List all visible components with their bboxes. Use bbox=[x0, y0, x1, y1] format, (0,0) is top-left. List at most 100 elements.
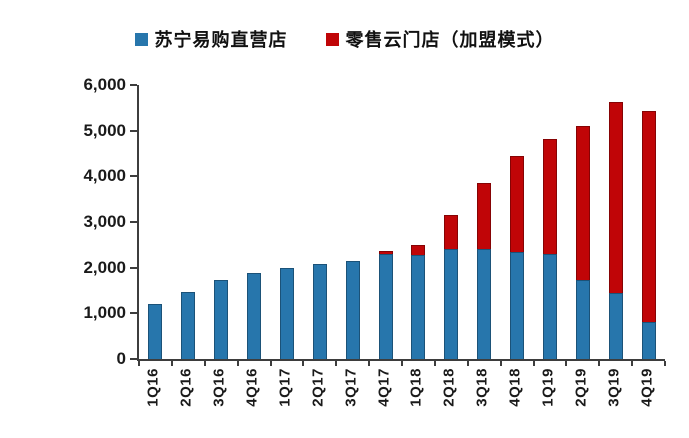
y-axis-tick-label: 2,000 bbox=[83, 257, 126, 277]
x-axis-tick-label-text: 3Q17 bbox=[342, 368, 360, 407]
y-axis-tick bbox=[130, 358, 137, 360]
x-axis-tick-label-2Q19: 2Q19 bbox=[572, 368, 589, 407]
bar-segment-direct-store-1Q18 bbox=[411, 255, 426, 359]
chart-legend: 苏宁易购直营店 零售云门店（加盟模式） bbox=[0, 26, 689, 52]
plot-area bbox=[130, 84, 666, 366]
y-axis-tick-label: 4,000 bbox=[83, 166, 126, 186]
y-axis-tick bbox=[130, 221, 137, 223]
bar-segment-direct-store-2Q16 bbox=[181, 291, 196, 359]
x-axis-tick-label-4Q19: 4Q19 bbox=[638, 368, 655, 407]
y-axis-tick-label: 6,000 bbox=[83, 75, 126, 94]
bar-segment-retail-cloud-1Q18 bbox=[411, 244, 426, 256]
x-axis-tick-label-text: 1Q19 bbox=[539, 368, 557, 407]
bar-segment-direct-store-3Q16 bbox=[214, 280, 229, 359]
x-axis-tick-label-2Q17: 2Q17 bbox=[309, 368, 326, 407]
x-axis-tick bbox=[138, 361, 140, 366]
bar-1Q17 bbox=[279, 268, 294, 359]
x-axis-tick-label-text: 1Q17 bbox=[276, 368, 294, 407]
bar-segment-direct-store-1Q17 bbox=[279, 268, 294, 359]
bar-1Q16 bbox=[148, 304, 163, 359]
x-axis-tick bbox=[302, 361, 305, 366]
x-axis-tick-label-text: 4Q17 bbox=[375, 368, 393, 407]
bar-segment-retail-cloud-4Q18 bbox=[510, 155, 525, 253]
x-axis-tick-label-text: 1Q18 bbox=[407, 368, 425, 407]
bar-segment-direct-store-1Q19 bbox=[542, 253, 557, 359]
bar-segment-direct-store-4Q19 bbox=[641, 321, 656, 359]
bar-segment-direct-store-4Q18 bbox=[510, 252, 525, 359]
x-axis-tick-label-4Q17: 4Q17 bbox=[375, 368, 392, 407]
x-axis-tick-label-4Q18: 4Q18 bbox=[507, 368, 524, 407]
x-axis-tick bbox=[631, 361, 634, 366]
bar-segment-retail-cloud-3Q19 bbox=[608, 102, 623, 294]
x-axis-tick bbox=[532, 361, 535, 366]
bar-2Q17 bbox=[312, 263, 327, 359]
bar-segment-retail-cloud-4Q19 bbox=[641, 111, 656, 322]
x-axis-tick-label-text: 2Q16 bbox=[177, 368, 195, 407]
bar-1Q19 bbox=[542, 138, 557, 359]
legend-item-1: 零售云门店（加盟模式） bbox=[325, 26, 555, 52]
x-axis-tick-label-3Q19: 3Q19 bbox=[605, 368, 622, 407]
x-axis-tick bbox=[269, 361, 272, 366]
x-axis-tick bbox=[433, 361, 436, 366]
y-axis-tick bbox=[130, 129, 137, 132]
x-axis-tick-label-text: 3Q16 bbox=[210, 368, 228, 407]
bar-4Q17 bbox=[378, 251, 393, 359]
x-axis-tick-label-text: 2Q18 bbox=[440, 368, 458, 407]
bar-segment-direct-store-3Q19 bbox=[608, 293, 623, 359]
bar-segment-retail-cloud-1Q19 bbox=[542, 138, 557, 254]
bar-2Q19 bbox=[575, 125, 590, 359]
x-axis-tick-label-1Q19: 1Q19 bbox=[539, 368, 556, 407]
bar-4Q16 bbox=[247, 272, 262, 359]
x-axis-tick-label-2Q16: 2Q16 bbox=[178, 368, 195, 407]
x-axis-tick-label-text: 3Q19 bbox=[605, 368, 623, 407]
legend-item-0: 苏宁易购直营店 bbox=[134, 26, 288, 52]
x-axis-tick-label-text: 3Q18 bbox=[473, 368, 491, 407]
y-axis-tick bbox=[130, 175, 137, 178]
bar-segment-direct-store-2Q18 bbox=[444, 249, 459, 359]
x-axis-tick bbox=[499, 361, 502, 366]
y-axis-tick bbox=[130, 84, 137, 86]
bar-2Q16 bbox=[181, 291, 196, 359]
y-axis-tick bbox=[130, 312, 137, 315]
bar-segment-direct-store-2Q17 bbox=[312, 263, 327, 359]
x-axis-tick-label-3Q18: 3Q18 bbox=[474, 368, 491, 407]
bar-2Q18 bbox=[444, 214, 459, 359]
bar-segment-retail-cloud-2Q19 bbox=[575, 125, 590, 280]
bar-segment-direct-store-4Q16 bbox=[247, 272, 262, 359]
bar-3Q18 bbox=[477, 182, 492, 359]
bar-3Q16 bbox=[214, 280, 229, 359]
bar-3Q17 bbox=[345, 260, 360, 359]
x-axis-tick bbox=[401, 361, 403, 366]
x-axis-tick bbox=[203, 361, 206, 366]
x-axis-tick bbox=[236, 361, 239, 366]
y-axis-tick-label: 3,000 bbox=[83, 212, 126, 231]
y-axis-tick-label: 5,000 bbox=[83, 120, 126, 140]
legend-swatch-icon bbox=[134, 32, 148, 46]
bar-4Q19 bbox=[641, 111, 656, 359]
x-axis-tick-label-text: 2Q19 bbox=[572, 368, 590, 407]
legend-swatch-icon bbox=[325, 32, 339, 46]
bar-segment-retail-cloud-4Q17 bbox=[378, 251, 393, 254]
x-axis-tick-label-text: 4Q16 bbox=[243, 368, 261, 407]
x-axis-tick-label-1Q18: 1Q18 bbox=[408, 368, 425, 407]
x-axis-tick-label-text: 2Q17 bbox=[309, 368, 327, 407]
x-axis-tick-label-text: 4Q18 bbox=[506, 368, 524, 407]
x-axis-tick-label-1Q16: 1Q16 bbox=[145, 368, 162, 407]
x-axis-tick-label-text: 4Q19 bbox=[638, 368, 656, 407]
bar-3Q19 bbox=[608, 102, 623, 359]
legend-label: 零售云门店（加盟模式） bbox=[345, 30, 555, 50]
bar-segment-retail-cloud-3Q18 bbox=[477, 182, 492, 249]
y-axis-tick-label: 1,000 bbox=[83, 303, 126, 323]
x-axis-tick-label-text: 1Q16 bbox=[144, 368, 162, 407]
x-axis-tick-label-4Q16: 4Q16 bbox=[244, 368, 261, 407]
bar-segment-direct-store-3Q17 bbox=[345, 260, 360, 359]
bar-4Q18 bbox=[510, 155, 525, 359]
x-axis-tick-label-1Q17: 1Q17 bbox=[276, 368, 293, 407]
x-axis-tick bbox=[170, 361, 173, 366]
x-axis-tick-label-3Q17: 3Q17 bbox=[342, 368, 359, 407]
y-axis-tick-label: 0 bbox=[116, 349, 126, 368]
x-axis-tick bbox=[565, 361, 568, 366]
bar-segment-direct-store-2Q19 bbox=[575, 279, 590, 359]
x-axis-tick bbox=[466, 361, 469, 366]
